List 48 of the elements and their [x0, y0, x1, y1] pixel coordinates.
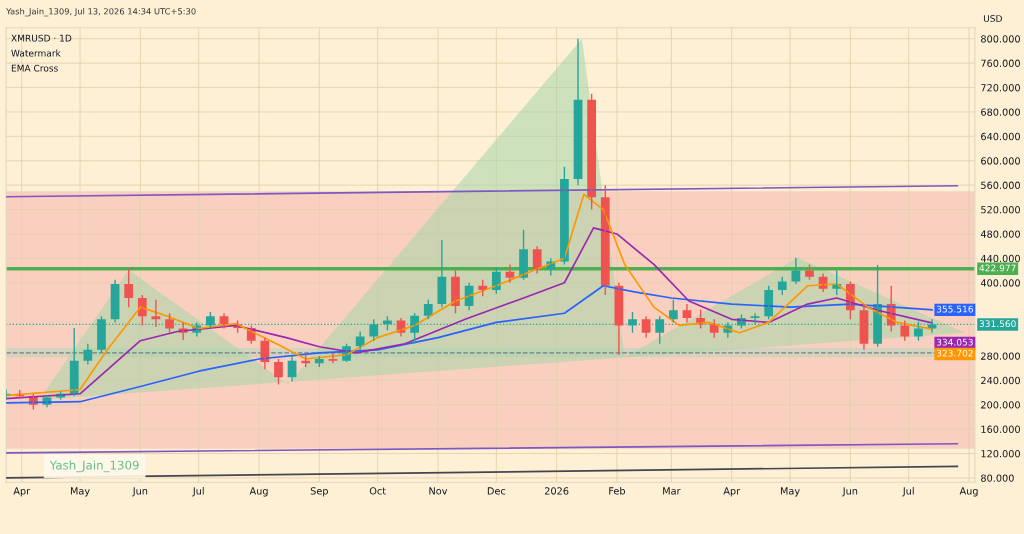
y-axis-title: USD [983, 15, 1002, 22]
y-tick-label: 80.000 [981, 474, 1014, 482]
x-tick-label: May [780, 487, 800, 497]
y-tick-label: 480.000 [980, 230, 1020, 238]
ref-line-label: 422.977 [979, 264, 1016, 272]
ref-line-label: 331.560 [979, 320, 1016, 328]
annotation: Yash_Jain_1309 [49, 460, 139, 473]
y-tick-label: 280.000 [981, 352, 1020, 360]
x-tick-label: May [70, 487, 90, 497]
y-tick-label: 520.000 [981, 206, 1020, 214]
text: XMRUSD · 1D [11, 34, 72, 42]
y-tick-label: 640.000 [981, 132, 1020, 141]
y-tick-label: 760.000 [981, 59, 1020, 67]
annotation: Watermark [11, 49, 61, 57]
x-tick-label: Jul [902, 487, 914, 497]
x-tick-label: Apr [13, 487, 31, 497]
candlestick [423, 299, 433, 321]
x-tick-label: Nov [429, 487, 448, 495]
x-tick-label: Mar [663, 487, 681, 495]
y-tick-label: 680.000 [981, 108, 1020, 116]
data-label: 355.516 [936, 305, 973, 313]
y-tick-label: 560.000 [981, 181, 1020, 189]
data-label: 323.702 [936, 349, 973, 357]
x-tick-label: Feb [609, 487, 626, 495]
x-tick-label: Sep [310, 487, 328, 497]
y-tick-label: 160.000 [981, 425, 1020, 433]
x-tick-label: Jun [842, 487, 858, 497]
x-tick-label: Dec [487, 487, 506, 495]
y-tick-label: 720.000 [981, 84, 1020, 92]
data-label: 334.053 [936, 338, 973, 346]
y-tick-label: 240.000 [981, 376, 1020, 385]
chart-subtitle: Yash_Jain_1309, Jul 13, 2026 14:34 UTC+5:30 [6, 8, 196, 17]
y-tick-label: 600.000 [981, 157, 1020, 165]
x-tick-label: Jul [192, 487, 204, 497]
y-tick-label: 400.000 [980, 279, 1020, 287]
y-tick-label: 440.000 [980, 254, 1020, 263]
y-tick-label: 120.000 [981, 450, 1020, 458]
candlestick [124, 268, 134, 308]
y-tick-label: 800.000 [981, 35, 1020, 43]
candlestick [274, 358, 283, 386]
y-tick-label: 200.000 [981, 401, 1020, 409]
x-tick-label: Oct [369, 487, 386, 495]
x-tick-label: Apr [723, 487, 741, 497]
x-tick-label: Aug [959, 487, 978, 497]
x-tick-label: 2026 [544, 487, 569, 495]
x-tick-label: Jun [132, 487, 148, 497]
x-tick-label: Aug [249, 487, 268, 497]
annotation: EMA Cross [11, 64, 58, 72]
